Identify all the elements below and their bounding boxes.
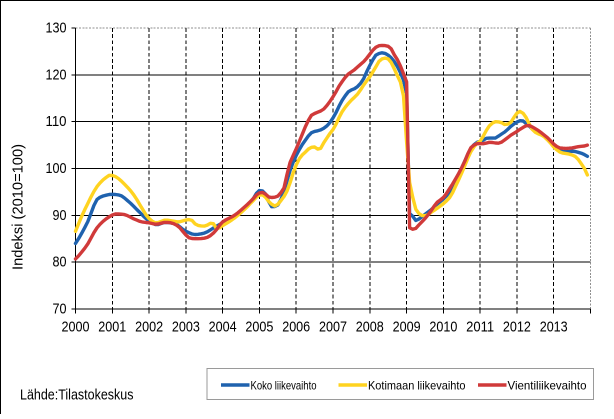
svg-text:2002: 2002 [135,319,163,336]
svg-text:90: 90 [53,207,67,224]
svg-text:2007: 2007 [319,319,347,336]
svg-text:2010: 2010 [429,319,457,336]
svg-text:100: 100 [46,160,67,177]
svg-text:2013: 2013 [540,319,568,336]
svg-text:Koko liikevaihto: Koko liikevaihto [251,379,317,393]
svg-text:Kotimaan liikevaihto: Kotimaan liikevaihto [368,379,466,393]
svg-text:2000: 2000 [62,319,90,336]
svg-text:Vientiliikevaihto: Vientiliikevaihto [508,379,587,393]
svg-text:2003: 2003 [172,319,200,336]
svg-text:2009: 2009 [393,319,421,336]
svg-text:Indeksi (2010=100): Indeksi (2010=100) [10,144,27,270]
svg-text:120: 120 [46,66,67,83]
svg-text:2008: 2008 [356,319,384,336]
svg-text:2005: 2005 [245,319,273,336]
svg-text:2006: 2006 [282,319,310,336]
svg-text:80: 80 [53,254,67,271]
svg-text:110: 110 [46,113,67,130]
svg-text:2001: 2001 [98,319,126,336]
svg-text:2004: 2004 [209,319,237,336]
svg-text:70: 70 [53,301,67,318]
svg-text:2011: 2011 [466,319,494,336]
svg-text:Lähde:Tilastokeskus: Lähde:Tilastokeskus [20,387,134,404]
svg-text:2012: 2012 [503,319,531,336]
svg-text:130: 130 [46,20,67,37]
